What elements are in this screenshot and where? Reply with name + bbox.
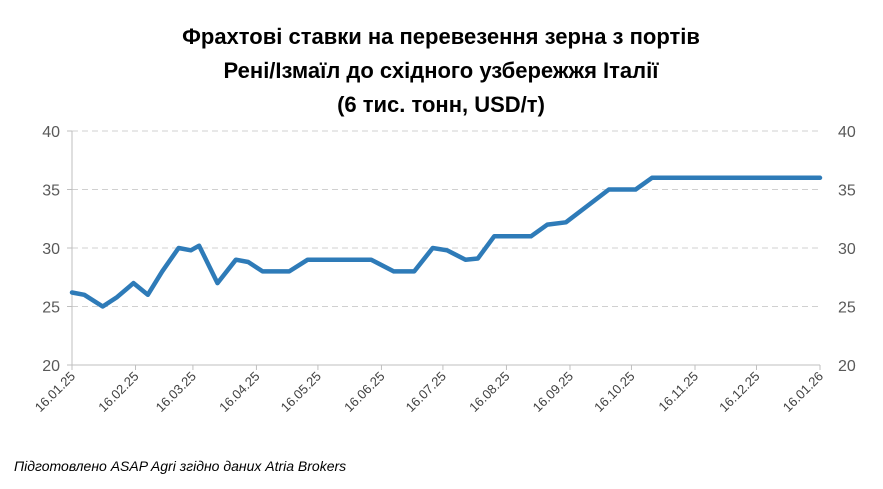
y-tick-label: 30 [42, 241, 60, 258]
chart-title: Фрахтові ставки на перевезення зерна з п… [182, 24, 700, 49]
x-tick-label: 16.01.26 [780, 369, 826, 415]
x-tick-label: 16.12.25 [716, 369, 762, 415]
x-tick-label: 16.10.25 [591, 369, 637, 415]
x-tick-label: 16.09.25 [530, 369, 576, 415]
x-tick-label: 16.02.25 [95, 369, 141, 415]
data-line [69, 175, 823, 309]
x-tick-label: 16.07.25 [403, 369, 449, 415]
y2-tick-label: 25 [838, 300, 856, 317]
x-tick-label: 16.06.25 [341, 369, 387, 415]
x-tick-label: 16.11.25 [655, 369, 701, 415]
chart-title: Рені/Ізмаїл до східного узбережжя Італії [224, 58, 660, 83]
x-tick-label: 16.01.25 [32, 369, 78, 415]
source-note: Підготовлено ASAP Agri згідно даних Atri… [14, 458, 346, 474]
y2-tick-label: 35 [838, 183, 856, 200]
x-tick-label: 16.04.25 [216, 369, 262, 415]
x-tick-label: 16.05.25 [278, 369, 324, 415]
y-tick-label: 25 [42, 300, 60, 317]
y2-tick-label: 20 [838, 358, 856, 375]
y-tick-label: 20 [42, 358, 60, 375]
x-tick-label: 16.08.25 [466, 369, 512, 415]
y-tick-label: 40 [42, 124, 60, 141]
chart-title: (6 тис. тонн, USD/т) [337, 92, 545, 117]
y-tick-label: 35 [42, 183, 60, 200]
x-tick-label: 16.03.25 [153, 369, 199, 415]
y2-tick-label: 40 [838, 124, 856, 141]
y2-tick-label: 30 [838, 241, 856, 258]
